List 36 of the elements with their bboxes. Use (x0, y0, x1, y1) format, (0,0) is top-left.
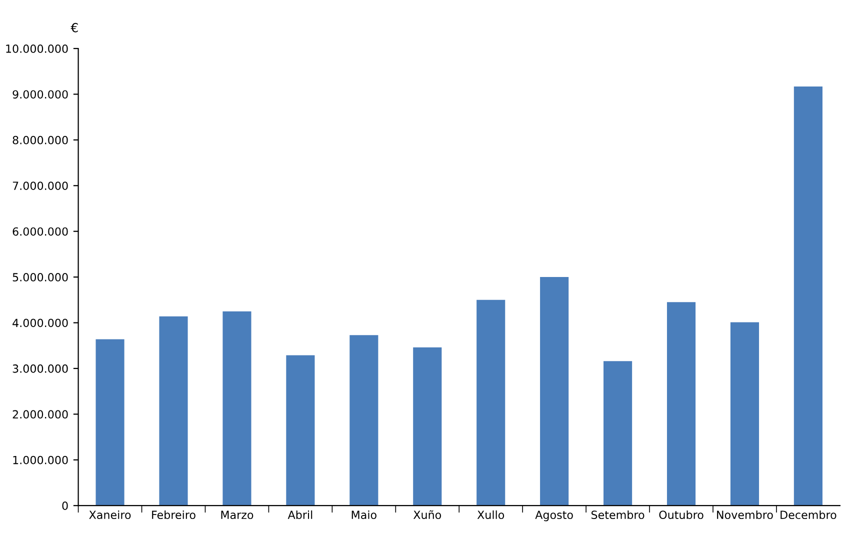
y-tick-label: 6.000.000 (12, 227, 68, 236)
x-tick-label: Outubro (659, 510, 704, 520)
y-tick-label: 8.000.000 (12, 136, 68, 144)
y-tick-label: 3.000.000 (12, 364, 68, 373)
y-tick-label: 7.000.000 (12, 182, 68, 190)
bar (540, 277, 569, 506)
y-tick-label: 4.000.000 (12, 318, 68, 328)
y-tick-label: 9.000.000 (12, 90, 68, 99)
bar (96, 339, 124, 506)
bar (413, 347, 442, 506)
bar (350, 335, 378, 506)
bar (222, 311, 252, 506)
bar (476, 300, 506, 506)
x-tick-label: Setembro (591, 510, 644, 520)
bar (159, 316, 188, 506)
y-tick-label: 2.000.000 (12, 410, 68, 419)
bar (604, 361, 632, 506)
y-tick-label: 1.000.000 (13, 456, 68, 464)
x-tick-label: Novembro (717, 510, 773, 520)
x-tick-label: Maio (352, 510, 376, 520)
x-tick-label: Marzo (221, 510, 254, 520)
y-tick-label: 0 (62, 502, 68, 510)
x-tick-label: Agosto (535, 510, 573, 522)
x-tick-label: Decembro (780, 510, 836, 520)
x-tick-label: Abril (288, 510, 312, 520)
x-tick-label: Xaneiro (89, 510, 131, 520)
bar (794, 86, 822, 506)
bar (730, 322, 760, 506)
x-tick-label: Febreiro (152, 510, 196, 520)
y-tick-label: 5.000.000 (12, 273, 68, 282)
x-tick-label: Xullo (477, 510, 504, 520)
y-axis-title: € (70, 22, 78, 32)
y-tick-label: 10.000.000 (6, 44, 68, 53)
x-tick-label: Xuño (413, 510, 442, 520)
bar (286, 355, 315, 506)
bar (666, 302, 696, 506)
